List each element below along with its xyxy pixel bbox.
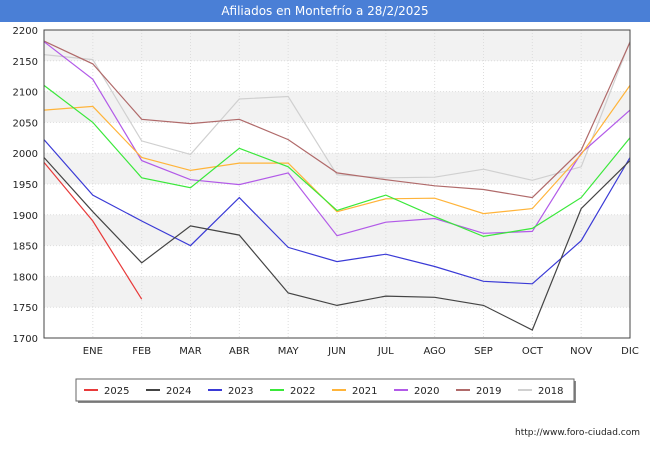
x-tick-label: ENE — [83, 346, 103, 357]
y-axis-labels: 1700 1750 1800 1850 1900 1950 2000 2050 2100 2150… — [13, 26, 38, 345]
y-tick-label: 1700 — [13, 334, 38, 345]
series-lines — [43, 40, 631, 331]
series-line-2023 — [43, 139, 631, 285]
series-line-2021 — [43, 85, 631, 215]
y-tick-label: 1800 — [13, 272, 38, 283]
series-line-2018 — [43, 40, 631, 181]
series-line-2019 — [43, 40, 631, 199]
series-line-2022 — [43, 84, 631, 238]
y-tick-label: 1900 — [13, 211, 38, 222]
chart-title: Afiliados en Montefrío a 28/2/2025 — [0, 0, 650, 22]
series-line-2020 — [43, 41, 631, 237]
x-tick-label: JUL — [377, 346, 394, 357]
x-tick-label: MAY — [278, 346, 300, 357]
y-tick-label: 2150 — [13, 57, 38, 68]
x-axis-labels: ENE FEB MAR ABR MAY JUN JUL AGO SEP OCT NOV DIC — [83, 346, 639, 357]
legend-box — [75, 378, 575, 402]
legend-label-2022: 2022 — [290, 386, 315, 397]
y-tick-label: 1750 — [13, 303, 38, 314]
x-tick-label: FEB — [132, 346, 151, 357]
x-tick-label: AGO — [424, 346, 446, 357]
x-tick-label: DIC — [621, 346, 639, 357]
y-tick-label: 2000 — [13, 149, 38, 160]
y-tick-label: 1950 — [13, 180, 38, 191]
x-tick-label: NOV — [570, 346, 592, 357]
x-tick-label: SEP — [474, 346, 493, 357]
grid-lines — [44, 29, 630, 339]
legend-label-2019: 2019 — [476, 386, 501, 397]
series-line-2025 — [43, 162, 143, 300]
source-url: http://www.foro-ciudad.com — [515, 428, 640, 438]
series-line-2024 — [43, 157, 631, 331]
legend-label-2018: 2018 — [538, 386, 563, 397]
legend-label-2023: 2023 — [228, 386, 253, 397]
x-tick-label: JUN — [327, 346, 346, 357]
y-tick-label: 2050 — [13, 118, 38, 129]
y-tick-label: 2100 — [13, 88, 38, 99]
legend-label-2024: 2024 — [166, 386, 191, 397]
x-tick-label: OCT — [522, 346, 544, 357]
plot-border — [43, 29, 631, 339]
legend-label-2020: 2020 — [414, 386, 439, 397]
x-tick-label: ABR — [229, 346, 250, 357]
x-tick-label: MAR — [179, 346, 201, 357]
legend-label-2021: 2021 — [352, 386, 377, 397]
legend: 2025 2024 2023 2022 2021 2020 2019 2018 — [75, 378, 576, 403]
legend-items: 2025 2024 2023 2022 2021 2020 2019 2018 — [84, 386, 563, 397]
y-tick-label: 2200 — [13, 26, 38, 37]
y-tick-label: 1850 — [13, 242, 38, 253]
legend-label-2025: 2025 — [104, 386, 129, 397]
